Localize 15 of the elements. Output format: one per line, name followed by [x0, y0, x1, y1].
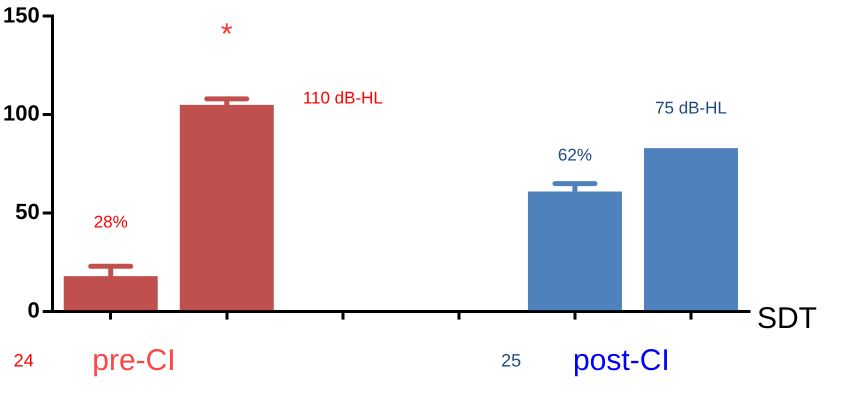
- annotation: 28%: [94, 212, 128, 232]
- bar: [644, 148, 738, 310]
- y-tick-label: 150: [2, 2, 40, 28]
- text: pre-CI: [92, 344, 176, 377]
- text: 25: [501, 350, 522, 371]
- annotation: *: [220, 18, 233, 52]
- y-tick-label: 50: [15, 199, 40, 224]
- y-tick-label: 0: [27, 298, 40, 323]
- annotation: 62%: [558, 146, 592, 165]
- text: post-CI: [572, 344, 670, 377]
- x-axis-title: SDT: [757, 302, 817, 335]
- text: 24: [14, 350, 34, 371]
- y-tick-label: 100: [2, 100, 40, 126]
- annotation: 110 dB-HL: [302, 88, 383, 108]
- annotation: 75 dB-HL: [655, 98, 727, 118]
